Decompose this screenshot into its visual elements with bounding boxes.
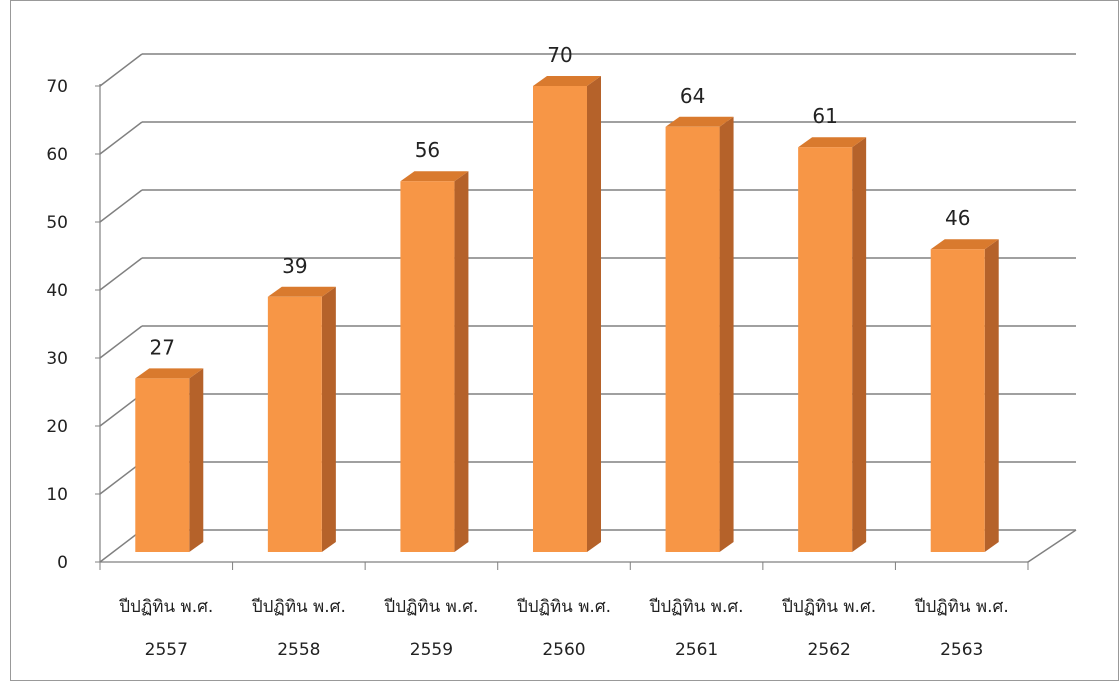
bar-side (984, 239, 999, 552)
gridline-depth (99, 257, 143, 291)
bar-top (930, 239, 999, 250)
x-tick-label: ปีปฏิทิน พ.ศ. (251, 597, 346, 617)
chart-border (10, 0, 1119, 681)
x-tick-label-year: 2563 (940, 640, 983, 660)
y-tick-label: 60 (46, 145, 68, 165)
x-tick-label-year: 2562 (808, 640, 851, 660)
x-tick-label-year: 2557 (145, 640, 188, 660)
data-label: 61 (812, 104, 837, 128)
bar-side (454, 171, 469, 552)
data-label: 46 (945, 206, 970, 230)
bar-side (587, 76, 601, 552)
x-tick-label-year: 2560 (542, 640, 585, 660)
bar (798, 137, 867, 552)
x-tick-label: ปีปฏิทิน พ.ศ. (516, 597, 611, 617)
bar-front (930, 249, 985, 552)
data-label: 70 (547, 43, 572, 67)
x-tick-label-year: 2559 (410, 640, 453, 660)
gridline (99, 53, 1076, 87)
y-tick-label: 10 (46, 485, 68, 505)
y-tick-label: 70 (46, 77, 68, 97)
gridline (99, 121, 1076, 155)
gridline-depth (99, 325, 143, 359)
bar (400, 171, 469, 552)
bar (665, 116, 734, 553)
x-tick-label-year: 2558 (277, 640, 320, 660)
gridline (99, 189, 1076, 223)
bar (533, 76, 601, 552)
y-tick-label: 40 (46, 281, 68, 301)
bar (267, 286, 336, 552)
gridline-depth (99, 189, 143, 223)
data-label: 64 (680, 84, 705, 108)
bar (930, 239, 999, 552)
bar-side (719, 116, 734, 553)
gridline-depth (99, 53, 143, 87)
bar-front (267, 296, 322, 552)
bar-top (798, 137, 867, 148)
bar-top (267, 286, 336, 297)
x-tick-label: ปีปฏิทิน พ.ศ. (384, 597, 479, 617)
bar (135, 368, 204, 552)
bar-top (400, 171, 469, 182)
x-tick-label: ปีปฏิทิน พ.ศ. (118, 597, 213, 617)
bar-front (798, 147, 853, 552)
bar-front (135, 378, 190, 552)
gridline-depth (99, 461, 143, 495)
x-tick-label: ปีปฏิทิน พ.ศ. (781, 597, 876, 617)
gridline-depth (99, 393, 143, 427)
y-tick-label: 30 (46, 349, 68, 369)
x-tick-label: ปีปฏิทิน พ.ศ. (649, 597, 744, 617)
data-label: 56 (415, 138, 440, 162)
bar-side (321, 286, 336, 552)
bar-top (135, 368, 204, 379)
bar-side (189, 368, 204, 552)
gridline-depth (99, 121, 143, 155)
gridline (99, 257, 1076, 291)
y-tick-label: 50 (46, 213, 68, 233)
floor-edge (1027, 529, 1077, 563)
bar-side (852, 137, 867, 552)
x-tick-label-year: 2561 (675, 640, 718, 660)
y-tick-label: 0 (57, 553, 68, 573)
data-label: 39 (282, 254, 307, 278)
bar-top (665, 116, 734, 127)
x-tick-label: ปีปฏิทิน พ.ศ. (914, 597, 1009, 617)
bar-top (533, 76, 601, 86)
gridline-depth (99, 529, 143, 563)
bar-front (400, 181, 455, 552)
bar-front (665, 126, 720, 553)
data-label: 27 (150, 335, 175, 359)
bar-front (533, 86, 587, 552)
y-tick-label: 20 (46, 417, 68, 437)
